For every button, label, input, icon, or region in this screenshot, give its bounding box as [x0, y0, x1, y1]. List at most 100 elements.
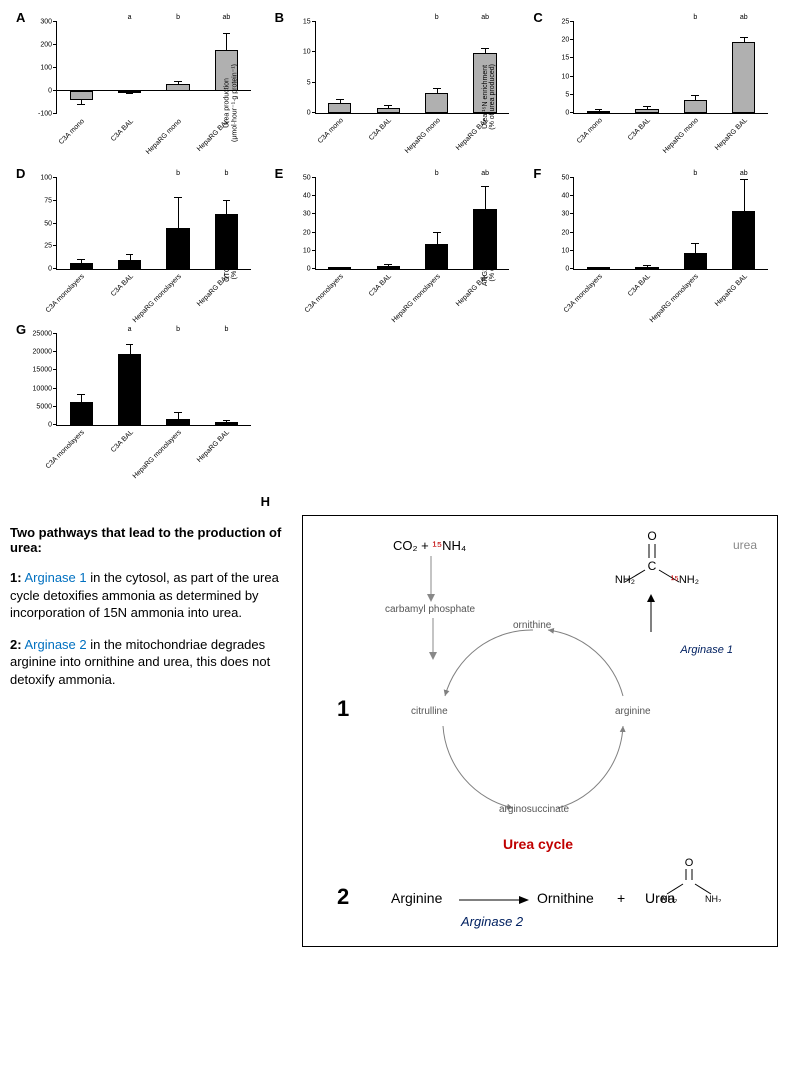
pathways-text-column: Two pathways that lead to the production…	[10, 515, 290, 702]
category-label: C3A BAL	[368, 117, 393, 142]
svg-text:C: C	[648, 559, 657, 573]
bar	[732, 211, 755, 269]
category-label: C3A BAL	[627, 273, 652, 298]
y-axis-label: ARG1 transcript level (% of human liver)	[482, 220, 496, 286]
bar	[377, 108, 400, 113]
category-label: C3A monolayers	[562, 273, 603, 314]
category-label: HepaRG BAL	[714, 273, 749, 308]
category-label: C3A BAL	[627, 117, 652, 142]
figure-grid: A-1000100200300C3A monoaC3A BALbHepaRG m…	[10, 10, 778, 470]
ytick-label: 50	[303, 175, 311, 182]
ytick-label: 30	[303, 211, 311, 218]
significance-marker: b	[224, 326, 228, 333]
into-cycle-arrow-icon	[429, 618, 443, 660]
panel-g: G0500010000150002000025000C3A monolayers…	[10, 322, 261, 470]
significance-marker: b	[176, 326, 180, 333]
svg-text:O: O	[647, 529, 656, 543]
ytick-label: 40	[303, 193, 311, 200]
pathway-2-label: 2:	[10, 637, 22, 652]
ytick-label: 25	[562, 19, 570, 26]
pathways-heading: Two pathways that lead to the production…	[10, 525, 290, 555]
category-label: HepaRG mono	[662, 117, 700, 155]
category-label: C3A BAL	[110, 273, 135, 298]
bar	[425, 244, 448, 269]
significance-marker: b	[176, 14, 180, 21]
y-axis-label: Urea production (μmol·hour⁻¹·g protein⁻¹…	[223, 64, 238, 142]
panel-f: F01020304050C3A monolayersC3A BALbHepaRG…	[527, 166, 778, 314]
down-arrow-icon	[425, 556, 437, 602]
category-label: C3A monolayers	[45, 429, 86, 470]
category-label: C3A BAL	[368, 273, 393, 298]
bar	[166, 84, 189, 91]
eq-plus: +	[617, 890, 625, 906]
ytick-label: 25000	[33, 331, 52, 338]
ytick-label: 30	[562, 211, 570, 218]
empty-cell	[527, 322, 778, 470]
ytick-label: -100	[38, 111, 52, 118]
y-axis-label: Urea ¹⁵N enrichment (% of urea produced)	[482, 64, 496, 130]
ytick-label: 100	[40, 175, 52, 182]
big-2: 2	[337, 884, 349, 910]
bar	[70, 263, 93, 269]
significance-marker: b	[435, 170, 439, 177]
category-label: C3A mono	[575, 117, 603, 145]
ytick-label: 200	[40, 42, 52, 49]
svg-text:NH₂: NH₂	[661, 894, 678, 902]
pathway-2-text: 2: Arginase 2 in the mitochondriae degra…	[10, 636, 290, 689]
pathway-1-enzyme: Arginase 1	[24, 570, 86, 585]
empty-cell	[269, 322, 520, 470]
right-arrow-icon	[459, 894, 529, 906]
bar	[587, 111, 610, 113]
ytick-label: 0	[565, 110, 569, 117]
significance-marker: ab	[223, 14, 231, 21]
urea-label: urea	[733, 538, 757, 552]
eq-ornithine: Ornithine	[537, 890, 594, 906]
bar	[684, 100, 707, 113]
panel-c: C0510152025C3A monoC3A BALbHepaRG monoab…	[527, 10, 778, 158]
category-label: HepaRG mono	[145, 118, 183, 156]
bar	[70, 402, 93, 425]
pathway-2-enzyme: Arginase 2	[24, 637, 86, 652]
category-label: HepaRG monolayers	[390, 273, 441, 324]
significance-marker: b	[224, 170, 228, 177]
eq-arginine: Arginine	[391, 890, 442, 906]
nh2-left: NH₂	[615, 574, 635, 586]
ytick-label: 300	[40, 19, 52, 26]
ytick-label: 50	[562, 175, 570, 182]
y-axis-label: OTC transcript level (% of human liver)	[224, 220, 238, 282]
bar	[684, 253, 707, 269]
bar	[635, 109, 658, 113]
category-label: HepaRG monolayers	[132, 429, 183, 480]
bottom-region: Two pathways that lead to the production…	[10, 515, 778, 947]
pathway-1-label: 1:	[10, 570, 22, 585]
carbamyl-label: carbamyl phosphate	[385, 604, 475, 615]
significance-marker: a	[128, 326, 132, 333]
ytick-label: 0	[565, 266, 569, 273]
arginase2-label: Arginase 2	[461, 914, 523, 929]
cycle-circle-icon	[383, 616, 683, 826]
significance-marker: ab	[481, 14, 489, 21]
panel-h-letter: H	[10, 494, 284, 509]
bar	[118, 260, 141, 269]
ytick-label: 75	[44, 197, 52, 204]
ytick-label: 10	[303, 247, 311, 254]
ytick-label: 15000	[33, 367, 52, 374]
ytick-label: 100	[40, 65, 52, 72]
ytick-label: 20000	[33, 349, 52, 356]
ytick-label: 50	[44, 220, 52, 227]
urea-cycle-diagram: CO₂ + ¹⁵NH₄ urea O C NH₂ ¹⁵NH₂ carbamyl …	[302, 515, 778, 947]
significance-marker: a	[128, 14, 132, 21]
nh2-right: NH₂	[679, 574, 699, 586]
pathway-1-text: 1: Arginase 1 in the cytosol, as part of…	[10, 569, 290, 622]
co2-nh4-label: CO₂ + ¹⁵NH₄	[393, 538, 466, 553]
ytick-label: 20	[562, 37, 570, 44]
ytick-label: 15	[562, 55, 570, 62]
category-label: HepaRG BAL	[714, 117, 749, 152]
urea-cycle-title: Urea cycle	[503, 836, 573, 852]
significance-marker: b	[176, 170, 180, 177]
significance-marker: ab	[740, 170, 748, 177]
category-label: C3A BAL	[110, 429, 135, 454]
category-label: HepaRG monolayers	[132, 273, 183, 324]
ornithine-label: ornithine	[513, 620, 551, 631]
big-1: 1	[337, 696, 349, 722]
